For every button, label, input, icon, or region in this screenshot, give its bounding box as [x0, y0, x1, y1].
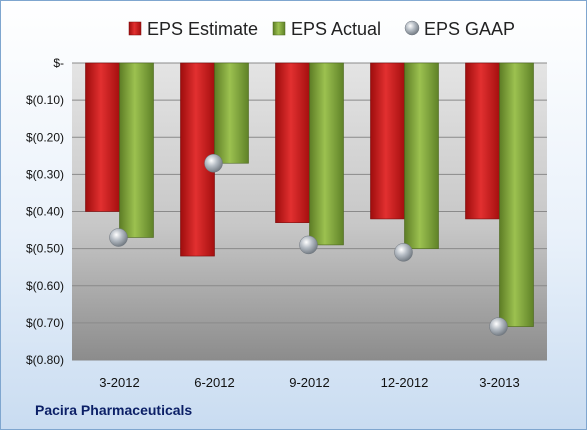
- legend-label: EPS GAAP: [424, 19, 515, 39]
- y-tick-label: $(0.30): [26, 167, 64, 181]
- y-tick-label: $(0.40): [26, 205, 64, 219]
- company-name: Pacira Pharmaceuticals: [35, 402, 193, 418]
- y-axis: $- $(0.10) $(0.20) $(0.30) $(0.40) $(0.50) $(0…: [26, 56, 64, 367]
- marker-eps-gaap: [394, 243, 413, 262]
- marker-eps-gaap: [109, 228, 128, 247]
- bar-eps-actual: [309, 62, 344, 246]
- gaap-markers: [109, 153, 508, 336]
- legend-swatch-eps-estimate: [128, 21, 142, 36]
- bar-eps-estimate: [85, 62, 120, 212]
- bars: [85, 62, 534, 327]
- y-tick-label: $(0.10): [26, 93, 64, 107]
- marker-eps-gaap: [299, 235, 318, 255]
- bar-eps-actual: [499, 62, 534, 327]
- x-tick-label: 3-2012: [99, 375, 139, 390]
- x-tick-label: 12-2012: [381, 375, 429, 390]
- x-tick-label: 9-2012: [289, 375, 329, 390]
- y-tick-label: $(0.70): [26, 316, 64, 330]
- legend-swatch-eps-gaap: [404, 20, 420, 36]
- legend: EPS Estimate EPS Actual EPS GAAP: [128, 19, 515, 39]
- bar-eps-estimate: [275, 62, 310, 223]
- marker-eps-gaap: [489, 317, 508, 336]
- legend-label: EPS Actual: [291, 19, 381, 39]
- y-tick-label: $(0.50): [26, 242, 64, 256]
- y-tick-label: $-: [53, 56, 64, 70]
- legend-label: EPS Estimate: [147, 19, 258, 39]
- marker-eps-gaap: [204, 153, 223, 173]
- x-axis: 3-2012 6-2012 9-2012 12-2012 3-2013: [99, 375, 519, 390]
- bar-eps-estimate: [465, 62, 500, 220]
- y-tick-label: $(0.80): [26, 353, 64, 367]
- bar-eps-actual: [404, 62, 439, 249]
- x-tick-label: 3-2013: [479, 375, 519, 390]
- x-tick-label: 6-2012: [194, 375, 234, 390]
- bar-eps-actual: [214, 62, 249, 164]
- y-tick-label: $(0.20): [26, 130, 64, 144]
- legend-swatch-eps-actual: [272, 21, 286, 36]
- bar-eps-actual: [119, 62, 154, 238]
- y-tick-label: $(0.60): [26, 279, 64, 293]
- bar-eps-estimate: [370, 62, 405, 220]
